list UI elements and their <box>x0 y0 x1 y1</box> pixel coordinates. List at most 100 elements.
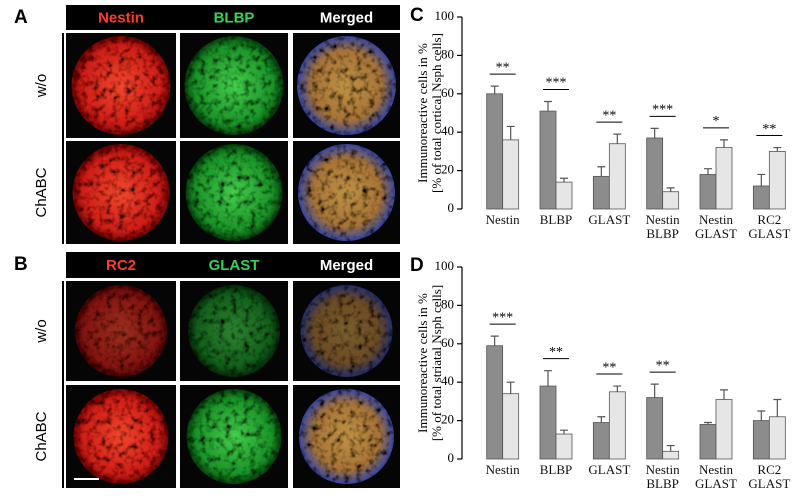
error-bar <box>613 133 622 144</box>
x-tick-label: BLBP <box>539 212 573 227</box>
sphere <box>300 285 393 377</box>
error-bar <box>544 370 552 387</box>
bar <box>715 399 733 460</box>
sphere <box>73 389 169 484</box>
x-tick-label: Nestin <box>485 462 520 477</box>
header-bar <box>66 252 400 278</box>
y-tick-label: 100 <box>435 8 455 23</box>
y-tick-label: 80 <box>441 46 454 61</box>
header-bar <box>66 5 400 30</box>
bar <box>608 143 626 210</box>
significance-label: ** <box>496 60 510 75</box>
error-bar <box>773 146 782 152</box>
sphere <box>72 144 170 241</box>
error-bar <box>560 429 568 435</box>
bar <box>715 147 733 210</box>
sphere <box>186 389 282 484</box>
panel-label: B <box>14 254 28 275</box>
bar <box>486 345 504 460</box>
row-label: ChABC <box>33 167 50 217</box>
column-header: Nestin <box>98 9 144 26</box>
panel-label: A <box>14 7 28 28</box>
x-tick-label: Nestin BLBP <box>645 462 680 491</box>
error-bar <box>560 177 568 183</box>
y-tick-label: 60 <box>441 85 454 100</box>
error-bar <box>704 421 712 425</box>
significance-label: ** <box>602 108 616 123</box>
y-axis-label: [% of total striatal Nsph cells] <box>429 285 444 441</box>
bar <box>768 150 786 210</box>
bar <box>646 397 664 460</box>
error-bar <box>490 335 499 346</box>
bar <box>486 93 504 210</box>
error-bar <box>544 100 552 112</box>
y-axis-label: Immunoreactive cells in % <box>415 293 430 433</box>
sphere <box>71 36 171 135</box>
bar <box>662 450 680 460</box>
panel-label: C <box>410 5 424 26</box>
error-bar <box>720 139 728 148</box>
y-tick-label: 80 <box>441 296 454 311</box>
bar <box>662 191 680 210</box>
row-label: w/o <box>33 74 50 98</box>
bar <box>752 185 770 210</box>
error-bar <box>704 168 712 175</box>
y-tick-label: 20 <box>441 412 454 427</box>
sphere <box>184 36 284 135</box>
sphere <box>188 285 280 377</box>
column-header: BLBP <box>214 9 255 26</box>
error-bar <box>597 166 606 177</box>
x-tick-label: Nestin GLAST <box>695 462 737 491</box>
row-label: ChABC <box>33 411 50 461</box>
bar <box>555 433 573 460</box>
significance-label: ** <box>762 122 776 137</box>
x-tick-label: BLBP <box>539 462 573 477</box>
bar <box>699 174 717 210</box>
bar <box>502 393 520 460</box>
error-bar <box>613 385 622 392</box>
sphere <box>185 144 283 241</box>
y-tick-label: 0 <box>448 200 455 215</box>
x-tick-label: Nestin BLBP <box>645 212 680 241</box>
error-bar <box>666 444 675 452</box>
y-tick-label: 20 <box>441 162 454 177</box>
significance-label: *** <box>546 76 567 91</box>
bar <box>592 175 610 210</box>
bar <box>699 424 717 460</box>
sphere <box>298 144 395 241</box>
sphere <box>297 36 396 135</box>
error-bar <box>666 187 675 192</box>
significance-label: ** <box>656 358 670 373</box>
bar <box>502 139 520 210</box>
y-tick-label: 40 <box>441 123 454 138</box>
error-bar <box>757 410 766 421</box>
error-bar <box>506 381 515 394</box>
sphere <box>299 389 394 484</box>
x-tick-label: Nestin <box>485 212 520 227</box>
y-tick-label: 100 <box>435 258 455 273</box>
error-bar <box>650 127 659 138</box>
error-bar <box>506 125 515 140</box>
bar <box>608 391 626 460</box>
column-header: Merged <box>320 9 373 26</box>
significance-label: ** <box>602 360 616 375</box>
x-tick-label: Nestin GLAST <box>695 212 737 241</box>
bar <box>752 420 770 460</box>
bar <box>539 385 557 460</box>
error-bar <box>490 85 499 94</box>
column-header: Merged <box>320 257 373 274</box>
error-bar <box>757 173 766 186</box>
y-tick-label: 40 <box>441 373 454 388</box>
x-tick-label: RC2 GLAST <box>748 212 791 241</box>
error-bar <box>597 416 606 423</box>
error-bar <box>720 389 728 400</box>
bar <box>555 181 573 210</box>
bar <box>539 110 557 210</box>
panel-label: D <box>410 255 424 276</box>
y-tick-label: 0 <box>448 450 455 465</box>
row-label: w/o <box>33 319 50 343</box>
significance-label: ** <box>549 345 563 360</box>
column-header: GLAST <box>209 257 260 274</box>
